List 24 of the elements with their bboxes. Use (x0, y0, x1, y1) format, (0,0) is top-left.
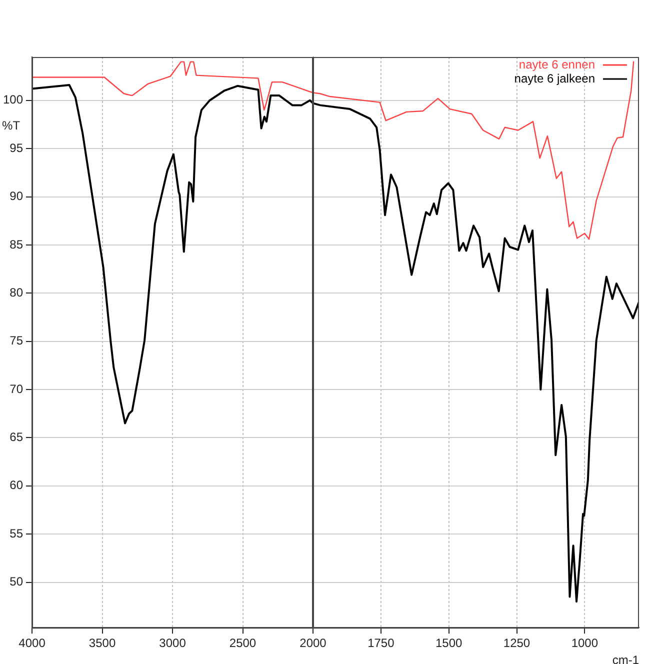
legend-label: nayte 6 ennen (518, 57, 595, 72)
y-tick-label: 95 (10, 140, 24, 155)
y-tick-label: 90 (10, 189, 24, 204)
y-tick-label: 80 (10, 285, 24, 300)
x-tick-label: 2500 (229, 636, 256, 650)
x-tick-label: 1750 (368, 636, 395, 650)
y-tick-label: 85 (10, 237, 24, 252)
y-tick-label: 55 (10, 526, 24, 540)
x-tick-label: 1250 (503, 636, 530, 650)
y-axis-title: %T (2, 118, 21, 133)
y-tick-label: 75 (10, 334, 24, 348)
y-tick-label: 100 (2, 92, 24, 107)
y-tick-label: 70 (10, 382, 24, 396)
x-tick-label: 3000 (159, 636, 186, 650)
y-tick-label: 65 (10, 430, 24, 444)
x-tick-label: 4000 (18, 636, 46, 650)
legend-label: nayte 6 jalkeen (514, 71, 595, 86)
y-tick-label: 50 (10, 574, 24, 589)
x-tick-label: 1500 (435, 636, 463, 650)
x-tick-label: 2000 (300, 636, 327, 650)
x-tick-label: 3500 (88, 636, 116, 650)
y-tick-label: 60 (10, 478, 24, 492)
x-axis-title: cm-1 (612, 652, 640, 664)
x-tick-label: 1000 (571, 636, 598, 650)
